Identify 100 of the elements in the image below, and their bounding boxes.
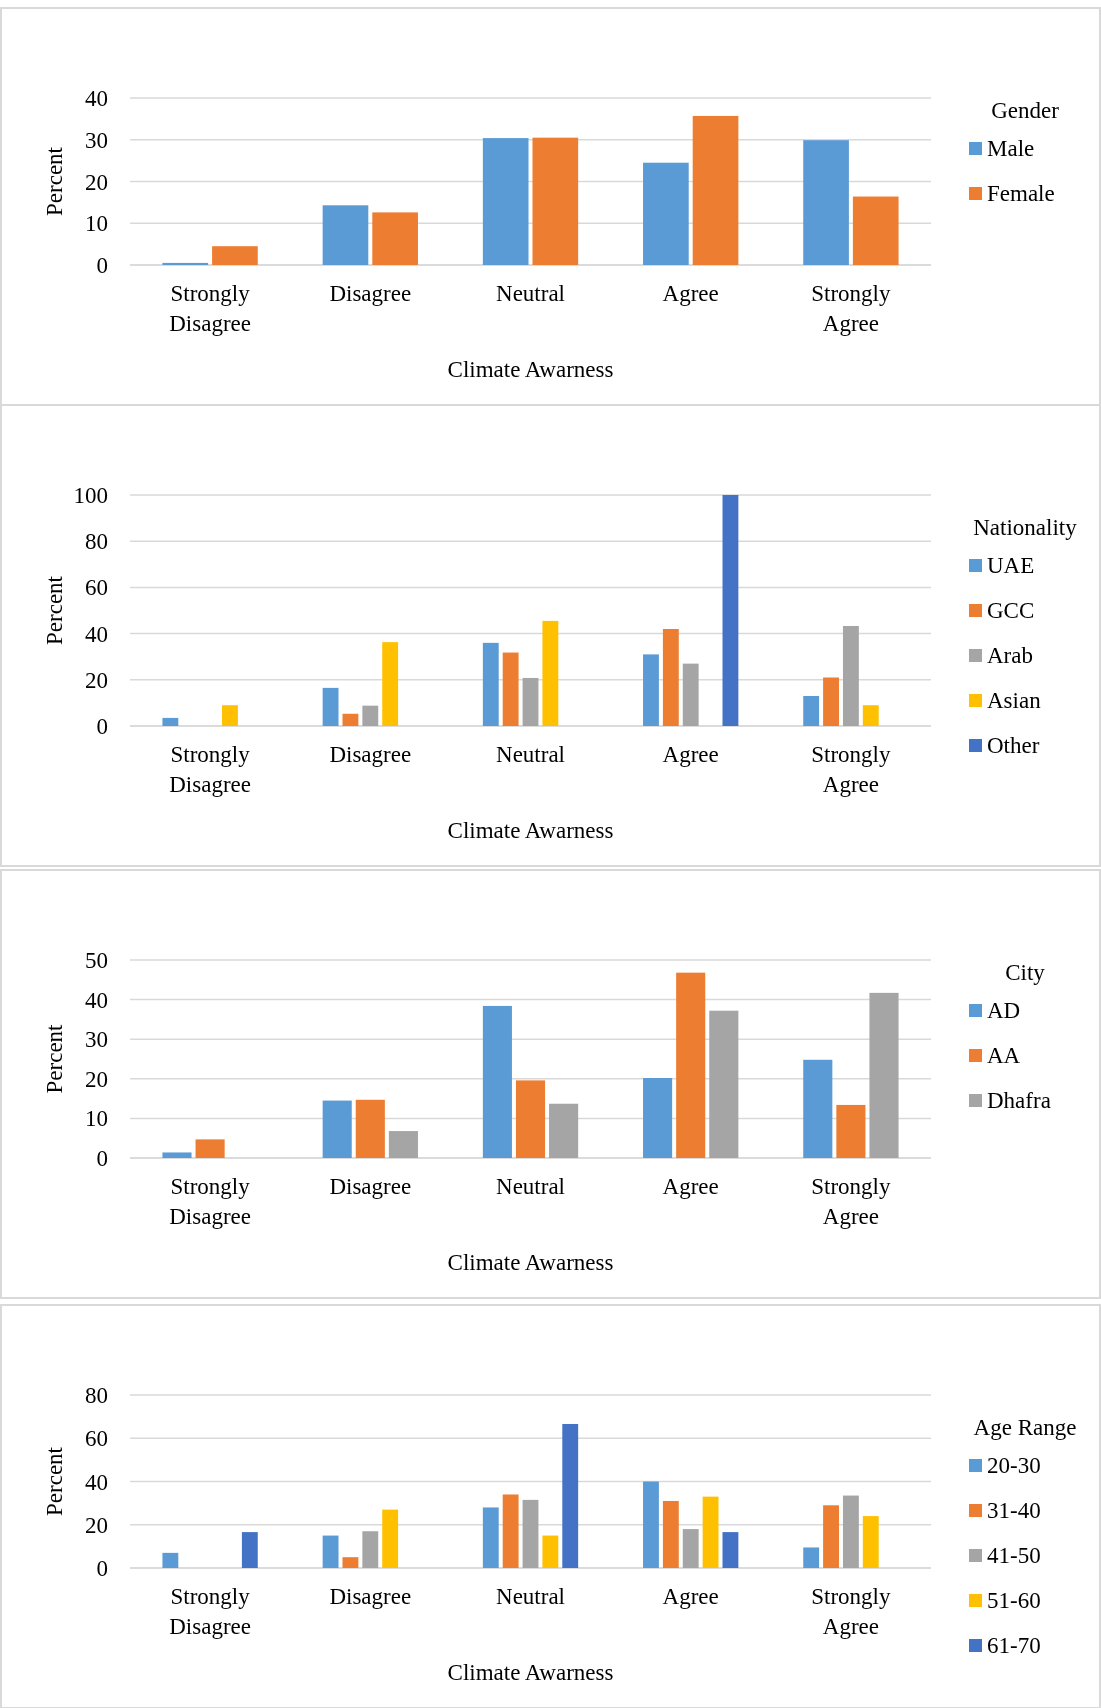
bar (643, 654, 659, 726)
legend-label: 51-60 (987, 1588, 1041, 1613)
bar (722, 1532, 739, 1568)
bar (482, 1005, 512, 1158)
y-tick-label: 20 (85, 1066, 108, 1092)
y-axis-title: Percent (42, 1023, 67, 1094)
x-tick-label: Disagree (329, 1174, 412, 1199)
bar (643, 1078, 673, 1158)
bar (482, 138, 529, 265)
bar (852, 196, 899, 265)
y-tick-label: 30 (85, 1027, 108, 1053)
y-tick-label: 0 (96, 1556, 108, 1582)
bar (482, 642, 499, 726)
x-tick-label: Neutral (496, 1584, 565, 1609)
legend-label: UAE (987, 553, 1035, 578)
legend-label: 20-30 (987, 1453, 1041, 1478)
y-tick-label: 60 (85, 575, 108, 601)
legend-title: City (1005, 960, 1046, 985)
x-tick-label: Disagree (329, 742, 412, 767)
bar (682, 663, 699, 726)
bar (212, 246, 258, 265)
bar (836, 1104, 866, 1158)
y-axis-title: Percent (42, 146, 67, 216)
bar (515, 1080, 546, 1158)
bar (322, 205, 369, 265)
bar (195, 1139, 225, 1158)
x-tick-label: Agree (662, 1174, 719, 1199)
bar (502, 652, 519, 726)
y-tick-label: 10 (85, 1106, 108, 1132)
y-tick-label: 0 (96, 1146, 108, 1172)
bar (382, 642, 399, 726)
bar (532, 137, 579, 265)
bar (522, 677, 539, 726)
bar (643, 1481, 659, 1568)
bar (682, 1529, 699, 1568)
legend-label: Female (987, 181, 1055, 206)
legend-label: AA (987, 1043, 1021, 1068)
bar (662, 1500, 679, 1568)
bar (482, 1507, 499, 1568)
x-tick-label: Strongly Disagree (169, 1584, 251, 1639)
x-axis-title: Climate Awarness (447, 357, 614, 382)
x-tick-label: Strongly Disagree (169, 281, 251, 336)
y-tick-label: 80 (85, 529, 108, 555)
bar (502, 1494, 519, 1568)
bar (372, 212, 418, 265)
legend-label: Male (987, 136, 1035, 161)
x-axis-title: Climate Awarness (447, 1250, 614, 1275)
legend-label: 61-70 (987, 1633, 1041, 1658)
bar (862, 705, 879, 726)
y-tick-label: 20 (85, 1512, 108, 1538)
bar (322, 687, 339, 726)
x-tick-label: Strongly Disagree (169, 742, 251, 797)
y-tick-label: 60 (85, 1426, 108, 1452)
y-tick-label: 20 (85, 169, 108, 195)
legend-label: Dhafra (987, 1088, 1051, 1113)
bar (542, 620, 559, 726)
bar (842, 1495, 859, 1568)
bar (676, 972, 706, 1158)
bar (842, 625, 859, 726)
x-tick-label: Strongly Agree (811, 1174, 892, 1229)
legend-label: 31-40 (987, 1498, 1041, 1523)
bar (162, 1552, 179, 1568)
bar (162, 1152, 192, 1158)
x-tick-label: Neutral (496, 281, 565, 306)
bar (562, 1423, 579, 1568)
bar (162, 717, 179, 726)
bar (722, 495, 739, 726)
x-tick-label: Strongly Agree (811, 281, 892, 336)
x-tick-label: Agree (662, 742, 719, 767)
y-tick-label: 50 (85, 948, 108, 974)
x-tick-label: Strongly Disagree (169, 1174, 251, 1229)
x-tick-label: Disagree (329, 1584, 412, 1609)
bar (862, 1516, 879, 1568)
bar (702, 1496, 719, 1568)
x-tick-label: Strongly Agree (811, 1584, 892, 1639)
bar (692, 115, 739, 265)
bar (823, 677, 839, 726)
bar (643, 162, 689, 265)
bar (388, 1131, 418, 1158)
bar (803, 695, 820, 726)
x-axis-title: Climate Awarness (447, 818, 614, 843)
bar (322, 1100, 352, 1158)
bar (342, 713, 359, 726)
bar (362, 1531, 379, 1568)
bar (522, 1499, 539, 1568)
legend-label: 41-50 (987, 1543, 1041, 1568)
y-tick-label: 80 (85, 1383, 108, 1409)
legend-label: Other (987, 733, 1040, 758)
legend-title: Age Range (973, 1415, 1077, 1440)
bar (222, 705, 238, 726)
bar (803, 1059, 833, 1158)
y-tick-label: 0 (96, 714, 108, 740)
bar (342, 1557, 359, 1568)
bar (803, 1547, 820, 1568)
legend-title: Nationality (973, 515, 1078, 540)
bar (542, 1535, 559, 1568)
bar (162, 262, 209, 265)
y-tick-label: 10 (85, 211, 108, 237)
bar (382, 1509, 399, 1568)
y-tick-label: 0 (96, 253, 108, 279)
